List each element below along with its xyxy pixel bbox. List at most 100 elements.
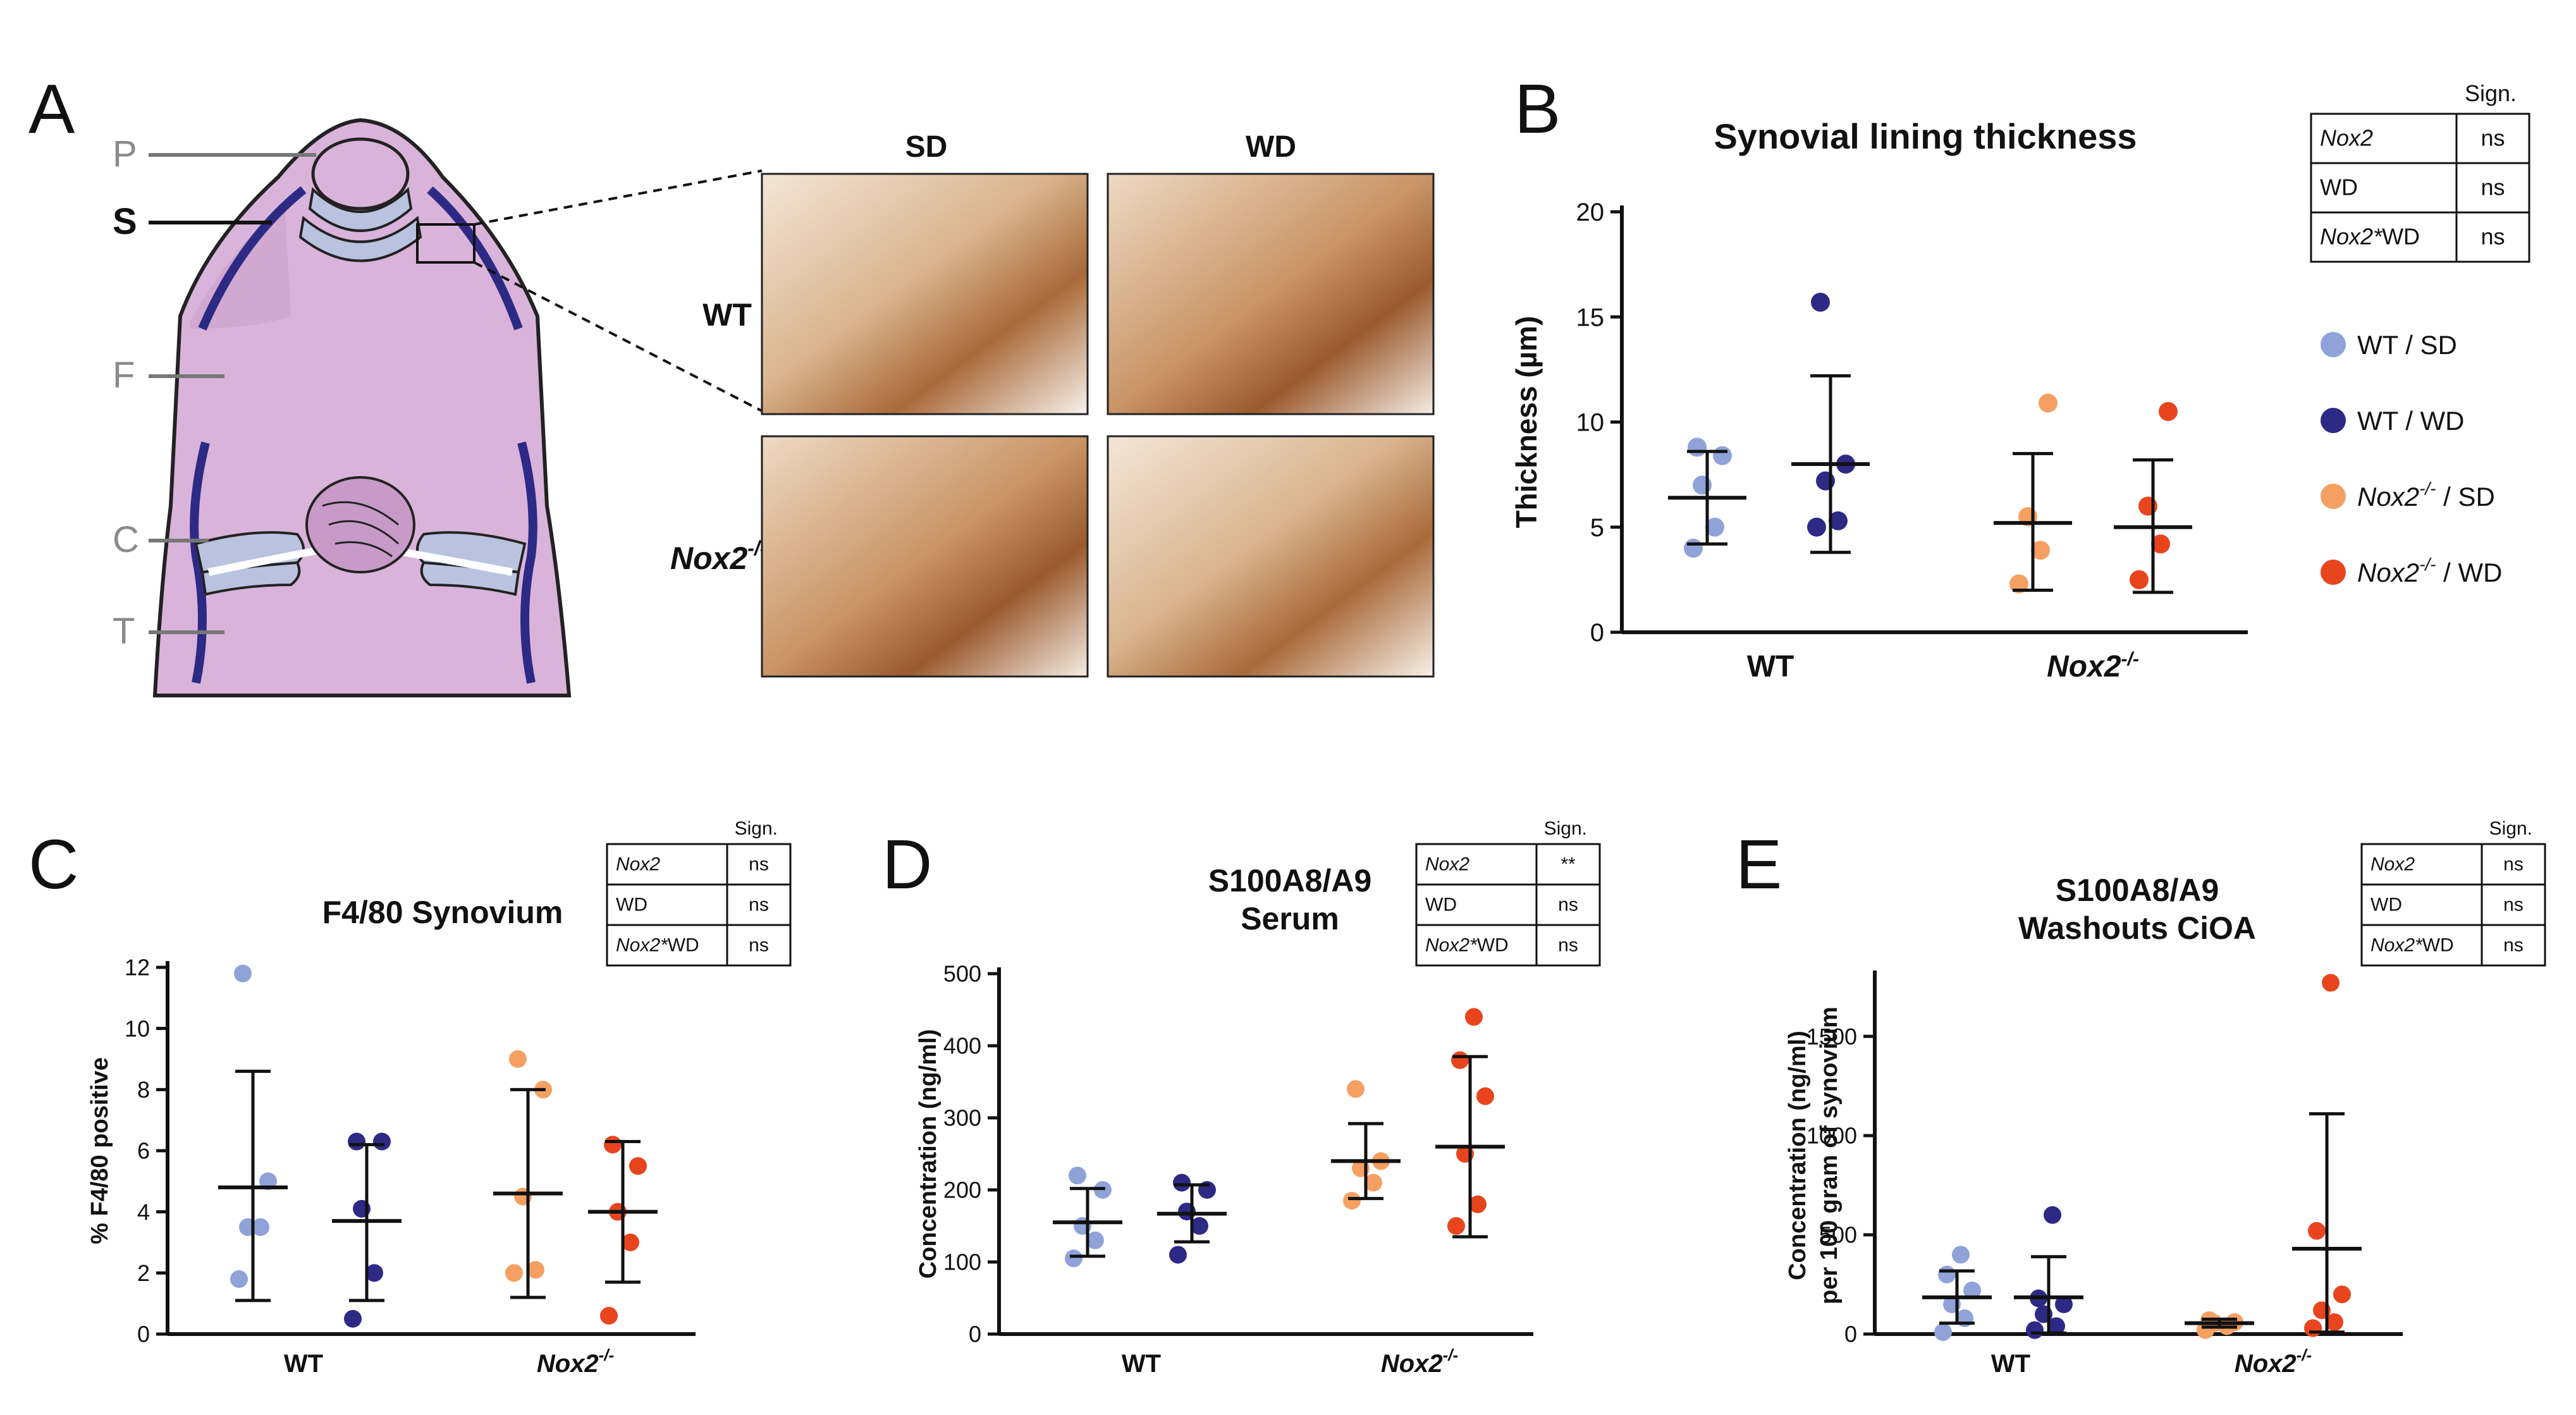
data-point <box>1169 1246 1187 1264</box>
zoom-line-bottom <box>474 261 763 412</box>
charts-layer: Synovial lining thickness05101520Thickne… <box>87 80 2546 1378</box>
chart-title: Synovial lining thickness <box>1714 116 2137 156</box>
y-tick-label: 0 <box>1844 1321 1857 1347</box>
data-point <box>2039 393 2058 413</box>
panel-d-letter: D <box>882 826 932 904</box>
panel-c-letter: C <box>28 826 78 904</box>
y-tick-label: 200 <box>943 1177 981 1203</box>
legend-marker <box>2321 332 2346 357</box>
x-group-label: WT <box>284 1350 323 1378</box>
y-tick-label: 0 <box>969 1321 981 1347</box>
y-tick-label: 10 <box>125 1015 150 1041</box>
data-point <box>505 1264 523 1282</box>
data-point <box>2159 401 2178 421</box>
data-point <box>604 1136 622 1154</box>
stats-table-cell <box>726 924 792 967</box>
stats-table-header: Sign. <box>2489 818 2532 839</box>
y-tick-label: 1000 <box>1806 1123 1857 1149</box>
data-point <box>344 1309 362 1328</box>
data-point <box>527 1261 544 1279</box>
data-point <box>2044 1206 2061 1224</box>
y-axis-label: Thickness (µm) <box>1510 316 1543 529</box>
x-group-label: Nox2-/- <box>537 1345 614 1378</box>
stats-table-header: Sign. <box>1544 818 1587 839</box>
chart-title: Serum <box>1241 901 1339 936</box>
data-point <box>2055 1295 2073 1313</box>
stats-table-factor: Nox2*WD <box>2371 935 2454 956</box>
stats-table-significance: ns <box>1558 935 1578 956</box>
y-tick-label: 400 <box>943 1033 981 1059</box>
data-point <box>2304 1319 2322 1337</box>
histology-images <box>761 173 1435 678</box>
zoom-box <box>416 223 475 264</box>
y-tick-label: 100 <box>943 1249 981 1275</box>
data-point <box>2308 1222 2326 1240</box>
data-point <box>1829 511 1848 530</box>
stats-table-cell <box>2481 924 2546 967</box>
y-axis-label: % F4/80 positive <box>87 1057 113 1244</box>
stats-table-factor: WD <box>1425 895 1457 916</box>
y-axis-label: per 100 gram of synovium <box>1816 1007 1843 1304</box>
label-c: C <box>113 519 139 560</box>
stats-table-factor: WD <box>2320 175 2358 200</box>
legend-marker <box>2321 484 2346 509</box>
histo-nox2-wd <box>1107 435 1435 678</box>
stats-table-significance: ns <box>2503 895 2524 916</box>
y-tick-label: 0 <box>137 1321 150 1347</box>
y-tick-label: 500 <box>943 961 981 987</box>
data-point <box>2026 1321 2044 1339</box>
data-point <box>2333 1285 2351 1304</box>
stats-table-significance: ns <box>749 935 769 956</box>
stats-table-factor: WD <box>2371 895 2402 916</box>
y-tick-label: 1500 <box>1806 1024 1857 1050</box>
panel-e-letter: E <box>1736 826 1782 904</box>
data-point <box>2322 974 2340 992</box>
data-point <box>622 1234 639 1251</box>
x-group-label: WT <box>1122 1350 1161 1378</box>
data-point <box>1347 1080 1365 1098</box>
stats-table-factor: WD <box>616 895 647 916</box>
y-tick-label: 300 <box>943 1105 981 1131</box>
data-point <box>509 1050 527 1068</box>
data-point <box>1465 1008 1483 1026</box>
stats-table-factor: Nox2 <box>2371 854 2415 875</box>
label-f: F <box>113 355 135 396</box>
stats-table-significance: ** <box>1561 854 1576 875</box>
data-point <box>234 964 252 983</box>
chart-title: F4/80 Synovium <box>322 895 563 930</box>
stats-table-factor: Nox2 <box>2320 125 2373 151</box>
data-point <box>1173 1173 1191 1192</box>
y-tick-label: 2 <box>137 1260 150 1286</box>
label-p: P <box>113 133 137 175</box>
legend-label: Nox2-/- / WD <box>2357 554 2502 587</box>
histo-wt-wd <box>1107 173 1435 415</box>
data-point <box>629 1157 647 1175</box>
stats-table-cell <box>2455 211 2530 263</box>
x-group-label: WT <box>1747 650 1794 683</box>
data-point <box>1684 539 1703 558</box>
ligament-lines <box>322 501 400 558</box>
data-point <box>2130 570 2149 589</box>
legend-label: WT / SD <box>2357 330 2457 360</box>
chart-c: F4/80 Synovium 0 2 4 6 8 10 12 % F4/80 positive W… <box>87 818 792 1378</box>
y-tick-label: 12 <box>125 955 150 981</box>
knee-schematic: P S F C T <box>113 118 763 697</box>
data-point <box>1451 1051 1469 1069</box>
data-point <box>1343 1192 1361 1210</box>
stats-table-factor: Nox2*WD <box>1425 935 1509 956</box>
stats-table-significance: ns <box>2481 125 2505 151</box>
label-s: S <box>113 201 137 242</box>
data-point <box>1191 1217 1208 1235</box>
col-header-wd: WD <box>1246 130 1296 164</box>
histo-nox2-sd <box>761 435 1089 678</box>
chart-b: Synovial lining thickness 0 5 10 15 20 Thickne… <box>1510 80 2530 683</box>
x-group-label: Nox2-/- <box>2047 649 2139 683</box>
chart-title: S100A8/A9 <box>1208 863 1372 898</box>
legend-label: Nox2-/- / SD <box>2357 479 2495 511</box>
stats-table-significance: ns <box>2503 854 2524 875</box>
data-point <box>1476 1087 1494 1105</box>
row-header-wt: WT <box>702 297 752 333</box>
x-group-label: WT <box>1991 1350 2030 1378</box>
stats-table-cell <box>1535 924 1601 967</box>
